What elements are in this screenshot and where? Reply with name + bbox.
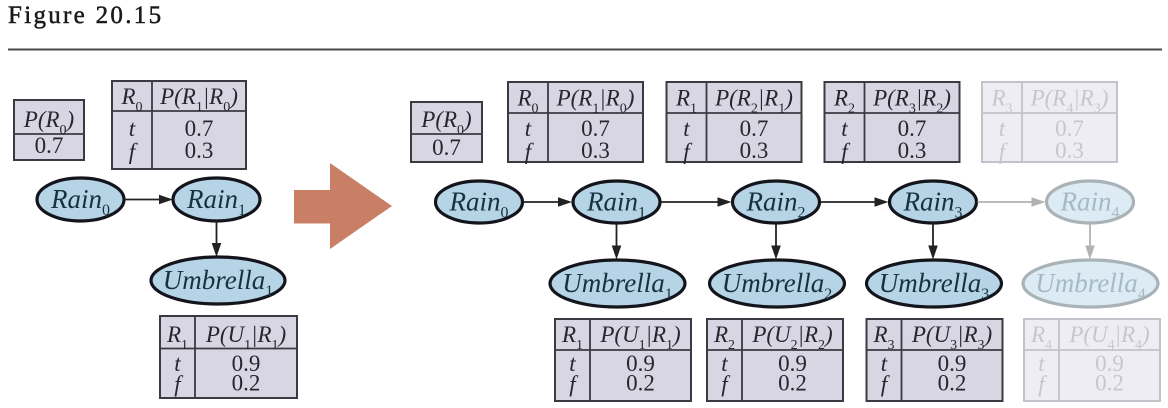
svg-text:Umbrella2: Umbrella2 [722, 268, 833, 303]
svg-text:f: f [129, 139, 139, 164]
svg-text:0.2: 0.2 [232, 371, 261, 396]
svg-text:f: f [721, 372, 731, 397]
svg-text:0.3: 0.3 [740, 138, 769, 163]
svg-text:0.9: 0.9 [778, 351, 807, 376]
svg-text:t: t [525, 116, 532, 141]
svg-text:f: f [683, 139, 693, 164]
svg-text:f: f [525, 139, 535, 164]
svg-text:Rain0: Rain0 [50, 184, 110, 219]
svg-text:0.7: 0.7 [35, 133, 64, 158]
svg-text:0.3: 0.3 [581, 138, 610, 163]
svg-text:t: t [174, 351, 181, 376]
svg-text:f: f [841, 139, 851, 164]
svg-text:Umbrella1: Umbrella1 [163, 265, 274, 300]
svg-text:0.2: 0.2 [626, 371, 655, 396]
svg-text:Rain1: Rain1 [186, 184, 246, 219]
svg-text:t: t [999, 116, 1006, 141]
svg-text:0.7: 0.7 [740, 116, 769, 141]
svg-text:Rain2: Rain2 [746, 187, 806, 222]
svg-text:t: t [569, 351, 576, 376]
svg-text:Umbrella1: Umbrella1 [562, 268, 673, 303]
svg-text:0.9: 0.9 [232, 351, 261, 376]
svg-text:0.3: 0.3 [1055, 138, 1084, 163]
svg-text:f: f [881, 372, 891, 397]
svg-text:0.2: 0.2 [778, 371, 807, 396]
svg-text:0.2: 0.2 [938, 371, 967, 396]
svg-text:0.7: 0.7 [185, 116, 214, 141]
svg-text:t: t [881, 351, 888, 376]
svg-text:Rain1: Rain1 [586, 187, 646, 222]
svg-text:f: f [174, 372, 184, 397]
svg-text:Umbrella3: Umbrella3 [879, 268, 990, 303]
svg-text:t: t [129, 116, 136, 141]
svg-text:Umbrella4: Umbrella4 [1035, 268, 1146, 303]
svg-text:0.7: 0.7 [1055, 116, 1084, 141]
svg-text:t: t [721, 351, 728, 376]
svg-text:0.3: 0.3 [898, 138, 927, 163]
svg-text:t: t [841, 116, 848, 141]
svg-text:0.9: 0.9 [1095, 351, 1124, 376]
svg-text:f: f [1038, 372, 1048, 397]
svg-text:0.7: 0.7 [898, 116, 927, 141]
svg-text:Rain0: Rain0 [449, 187, 509, 222]
svg-text:Rain3: Rain3 [903, 187, 963, 222]
svg-text:0.2: 0.2 [1095, 371, 1124, 396]
svg-text:t: t [683, 116, 690, 141]
svg-text:0.9: 0.9 [626, 351, 655, 376]
svg-text:f: f [999, 139, 1009, 164]
svg-text:Rain4: Rain4 [1060, 187, 1120, 222]
svg-text:f: f [569, 372, 579, 397]
svg-text:0.3: 0.3 [185, 138, 214, 163]
svg-text:0.7: 0.7 [581, 116, 610, 141]
svg-text:0.7: 0.7 [432, 135, 461, 160]
svg-text:0.9: 0.9 [938, 351, 967, 376]
svg-text:t: t [1038, 351, 1045, 376]
svg-text:Figure 20.15: Figure 20.15 [8, 2, 163, 29]
